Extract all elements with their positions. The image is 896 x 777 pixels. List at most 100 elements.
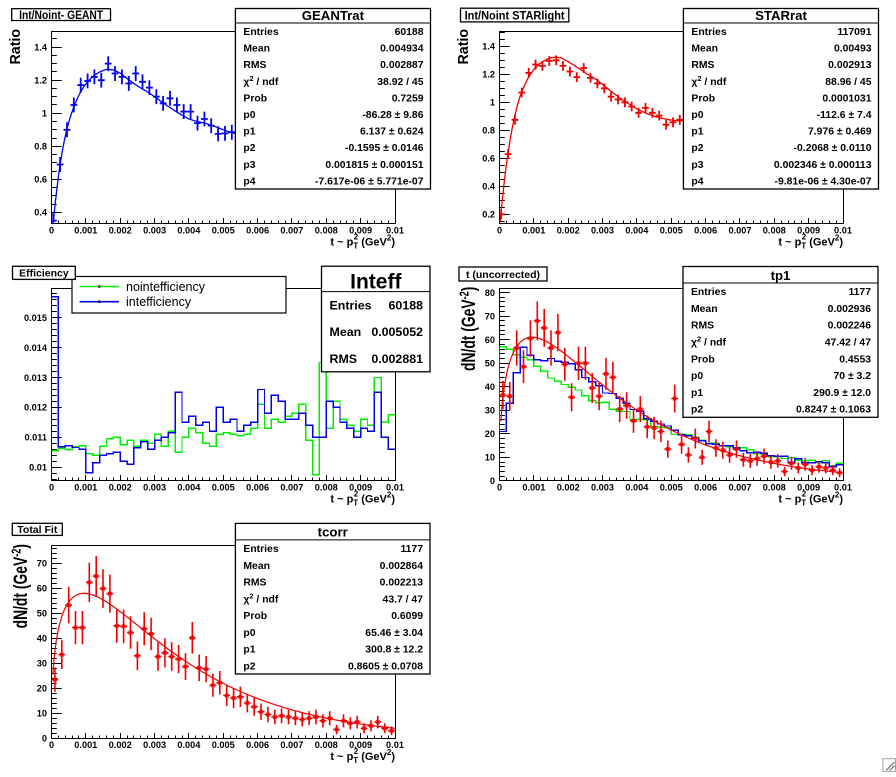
svg-text:p1: p1 (691, 127, 703, 138)
svg-text:70 ± 3.2: 70 ± 3.2 (834, 371, 872, 382)
svg-text:0.002: 0.002 (109, 483, 132, 493)
svg-text:0.002881: 0.002881 (371, 352, 423, 366)
svg-text:0.004: 0.004 (625, 225, 649, 235)
svg-text:0.0001031: 0.0001031 (822, 93, 871, 104)
svg-text:0.007: 0.007 (729, 225, 752, 235)
svg-text:0.009: 0.009 (797, 483, 820, 493)
svg-text:p3: p3 (243, 160, 255, 171)
svg-text:Prob: Prob (691, 354, 715, 365)
svg-text:0.002: 0.002 (109, 740, 132, 750)
svg-text:RMS: RMS (330, 352, 358, 366)
svg-text:-0.2068 ± 0.0110: -0.2068 ± 0.0110 (794, 143, 872, 154)
svg-text:0.007: 0.007 (280, 740, 303, 750)
svg-text:0.001: 0.001 (74, 740, 97, 750)
svg-text:0.002864: 0.002864 (380, 561, 424, 572)
svg-text:Prob: Prob (243, 611, 267, 622)
svg-text:tcorr: tcorr (318, 525, 348, 540)
svg-text:0.01: 0.01 (29, 463, 47, 473)
svg-text:0.012: 0.012 (24, 403, 47, 413)
svg-text:Prob: Prob (243, 93, 267, 104)
svg-text:0.005: 0.005 (212, 740, 235, 750)
svg-text:0.009: 0.009 (349, 225, 372, 235)
svg-text:60: 60 (485, 335, 495, 345)
svg-text:88.96 / 45: 88.96 / 45 (825, 77, 871, 88)
svg-text:10: 10 (37, 709, 47, 719)
svg-text:0.002346 ± 0.000113: 0.002346 ± 0.000113 (774, 160, 872, 171)
svg-text:p4: p4 (243, 176, 255, 187)
svg-text:0.6: 0.6 (34, 175, 47, 185)
svg-text:RMS: RMS (243, 60, 266, 71)
svg-text:Mean: Mean (243, 561, 270, 572)
svg-text:-7.617e-06 ± 5.771e-07: -7.617e-06 ± 5.771e-07 (315, 176, 424, 187)
svg-text:0.8605 ± 0.0708: 0.8605 ± 0.0708 (348, 661, 423, 672)
svg-text:Ratio: Ratio (456, 29, 472, 65)
svg-text:p1: p1 (243, 645, 255, 656)
svg-text:7.976 ± 0.469: 7.976 ± 0.469 (808, 127, 872, 138)
svg-text:0.01: 0.01 (834, 225, 852, 235)
svg-text:0.003: 0.003 (143, 225, 166, 235)
svg-text:0.006: 0.006 (246, 740, 269, 750)
svg-text:43.7 / 47: 43.7 / 47 (383, 594, 424, 605)
svg-text:p2: p2 (691, 405, 703, 416)
svg-text:0.002936: 0.002936 (828, 304, 872, 315)
svg-text:tp1: tp1 (771, 268, 791, 283)
svg-text:0: 0 (49, 483, 54, 493)
svg-text:p2: p2 (243, 661, 255, 672)
svg-text:1.4: 1.4 (482, 42, 496, 52)
svg-text:0.8247 ± 0.1063: 0.8247 ± 0.1063 (796, 405, 871, 416)
svg-text:p0: p0 (691, 371, 703, 382)
svg-text:Prob: Prob (691, 93, 715, 104)
svg-text:6.137 ± 0.624: 6.137 ± 0.624 (360, 127, 424, 138)
svg-text:0.014: 0.014 (24, 343, 48, 353)
svg-text:p0: p0 (243, 110, 255, 121)
svg-text:117091: 117091 (837, 27, 871, 38)
svg-text:50: 50 (37, 609, 47, 619)
svg-text:-86.28 ± 9.86: -86.28 ± 9.86 (362, 110, 423, 121)
svg-text:-112.6 ± 7.4: -112.6 ± 7.4 (817, 110, 872, 121)
svg-text:0.6099: 0.6099 (391, 611, 423, 622)
svg-text:t ~ pT2 (GeV2): t ~ pT2 (GeV2) (330, 232, 395, 250)
svg-text:Mean: Mean (691, 304, 718, 315)
svg-text:290.9 ± 12.0: 290.9 ± 12.0 (813, 388, 871, 399)
svg-text:20: 20 (485, 429, 495, 439)
svg-text:0.003: 0.003 (591, 225, 614, 235)
svg-text:p1: p1 (691, 388, 703, 399)
svg-text:-9.81e-06 ± 4.30e-07: -9.81e-06 ± 4.30e-07 (775, 176, 872, 187)
svg-text:80: 80 (485, 288, 495, 298)
svg-text:0.001: 0.001 (522, 483, 545, 493)
svg-text:Int/Noint- GEANT: Int/Noint- GEANT (19, 8, 104, 22)
svg-text:0.01: 0.01 (386, 483, 404, 493)
svg-text:0.007: 0.007 (729, 483, 752, 493)
svg-text:60188: 60188 (395, 27, 424, 38)
svg-text:0.005: 0.005 (660, 225, 683, 235)
svg-text:1.2: 1.2 (34, 76, 47, 86)
svg-text:1177: 1177 (400, 544, 423, 555)
svg-text:1: 1 (490, 98, 495, 108)
svg-text:0.4: 0.4 (34, 208, 48, 218)
svg-text:0.007: 0.007 (280, 483, 303, 493)
svg-text:Efficiency: Efficiency (19, 268, 69, 280)
svg-text:20: 20 (37, 684, 47, 694)
svg-text:0.7259: 0.7259 (392, 93, 424, 104)
svg-text:0.005: 0.005 (212, 483, 235, 493)
svg-text:0: 0 (49, 225, 54, 235)
svg-text:38.92 / 45: 38.92 / 45 (377, 77, 423, 88)
svg-text:0: 0 (49, 740, 54, 750)
svg-text:0.8: 0.8 (34, 142, 47, 152)
svg-text:1177: 1177 (848, 287, 871, 298)
svg-text:Entries: Entries (243, 544, 278, 555)
svg-text:0.008: 0.008 (763, 483, 786, 493)
svg-text:0.003: 0.003 (143, 740, 166, 750)
svg-text:Inteff: Inteff (350, 270, 402, 293)
svg-text:0: 0 (497, 483, 502, 493)
svg-text:0.011: 0.011 (25, 433, 47, 443)
svg-text:p1: p1 (243, 127, 255, 138)
svg-text:0.009: 0.009 (349, 483, 372, 493)
svg-text:0.8: 0.8 (482, 126, 495, 136)
svg-text:0.2: 0.2 (482, 210, 495, 220)
svg-text:0.01: 0.01 (834, 483, 852, 493)
svg-text:t ~ pT2 (GeV2): t ~ pT2 (GeV2) (778, 232, 843, 250)
svg-text:0.004: 0.004 (625, 483, 649, 493)
svg-text:0.005052: 0.005052 (371, 325, 423, 339)
svg-text:0.008: 0.008 (315, 225, 338, 235)
